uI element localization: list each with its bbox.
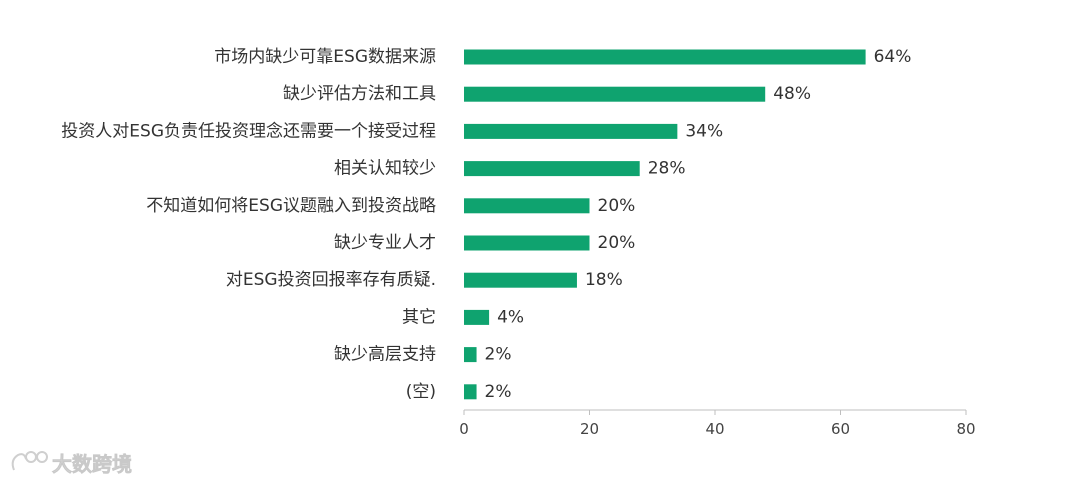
data-label: 20% [598, 196, 636, 216]
value-labels: 64% 48% 34% 28% 20% 20% 18% 4% 2% 2% [485, 47, 912, 402]
x-tick-label: 20 [580, 420, 599, 438]
category-label: 相关认知较少 [334, 159, 436, 179]
category-label: 市场内缺少可靠ESG数据来源 [214, 47, 436, 67]
data-label: 2% [485, 382, 512, 402]
category-label: 缺少高层支持 [334, 345, 436, 365]
watermark: 大数跨境 [11, 451, 132, 476]
x-axis-ticks: 0 20 40 60 80 [459, 410, 976, 438]
data-label: 4% [497, 307, 524, 327]
category-label: (空) [406, 382, 436, 402]
category-label: 缺少评估方法和工具 [283, 84, 436, 104]
category-label: 其它 [402, 307, 436, 327]
data-label: 2% [485, 345, 512, 365]
category-label: 不知道如何将ESG议题融入到投资战略 [146, 196, 436, 216]
watermark-text: 大数跨境 [52, 452, 132, 476]
x-tick-label: 60 [831, 420, 850, 438]
data-label: 18% [585, 270, 623, 290]
category-labels: 市场内缺少可靠ESG数据来源缺少评估方法和工具投资人对ESG负责任投资理念还需要… [61, 47, 436, 402]
category-label: 投资人对ESG负责任投资理念还需要一个接受过程 [61, 120, 436, 141]
brand-logo-icon [11, 451, 48, 471]
bar [464, 198, 590, 214]
x-tick-label: 80 [956, 420, 975, 438]
data-label: 28% [648, 159, 686, 179]
bar [464, 235, 590, 251]
bar [464, 309, 490, 325]
bar [464, 161, 640, 177]
data-label: 20% [598, 233, 636, 253]
x-tick-label: 40 [705, 420, 724, 438]
bar [464, 86, 766, 102]
bar [464, 347, 477, 363]
bar [464, 49, 866, 65]
x-tick-label: 0 [459, 420, 469, 438]
bar [464, 384, 477, 400]
bars [464, 49, 866, 400]
data-label: 34% [685, 121, 723, 141]
category-label: 缺少专业人才 [334, 233, 436, 253]
data-label: 64% [874, 47, 912, 67]
bar [464, 123, 678, 139]
category-label: 对ESG投资回报率存有质疑. [226, 270, 436, 290]
data-label: 48% [773, 84, 811, 104]
bar [464, 272, 577, 288]
